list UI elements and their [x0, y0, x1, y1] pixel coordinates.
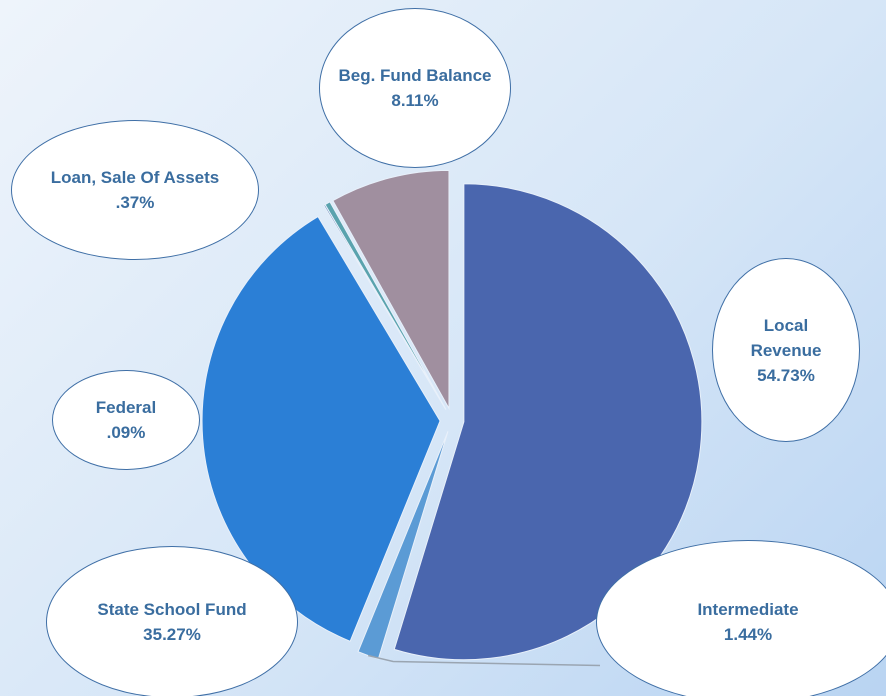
- category-label: Beg. Fund Balance: [338, 66, 492, 85]
- data-label: Beg. Fund Balance 8.11%: [319, 8, 511, 168]
- value-label: 1.44%: [723, 625, 773, 644]
- pie-slice: [357, 431, 449, 660]
- category-label: State School Fund: [97, 600, 247, 619]
- data-label: Local Revenue 54.73%: [712, 258, 860, 442]
- category-label: Loan, Sale Of Assets: [50, 168, 220, 187]
- data-label: Intermediate 1.44%: [596, 540, 886, 696]
- pie-slice: [324, 201, 447, 410]
- category-label: Federal: [95, 398, 157, 417]
- value-label: 54.73%: [757, 365, 815, 385]
- leader-line: [367, 654, 601, 667]
- category-label: Intermediate: [697, 600, 799, 619]
- pie-slice: [332, 169, 450, 411]
- value-label: 35.27%: [143, 625, 201, 644]
- category-label: Local Revenue: [750, 315, 822, 360]
- data-label: State School Fund 35.27%: [46, 546, 298, 696]
- pie-slice: [393, 183, 703, 661]
- data-label: Federal .09%: [52, 370, 200, 470]
- value-label: .09%: [106, 423, 146, 442]
- value-label: .37%: [115, 193, 155, 212]
- data-label: Loan, Sale Of Assets .37%: [11, 120, 259, 260]
- value-label: 8.11%: [391, 91, 439, 110]
